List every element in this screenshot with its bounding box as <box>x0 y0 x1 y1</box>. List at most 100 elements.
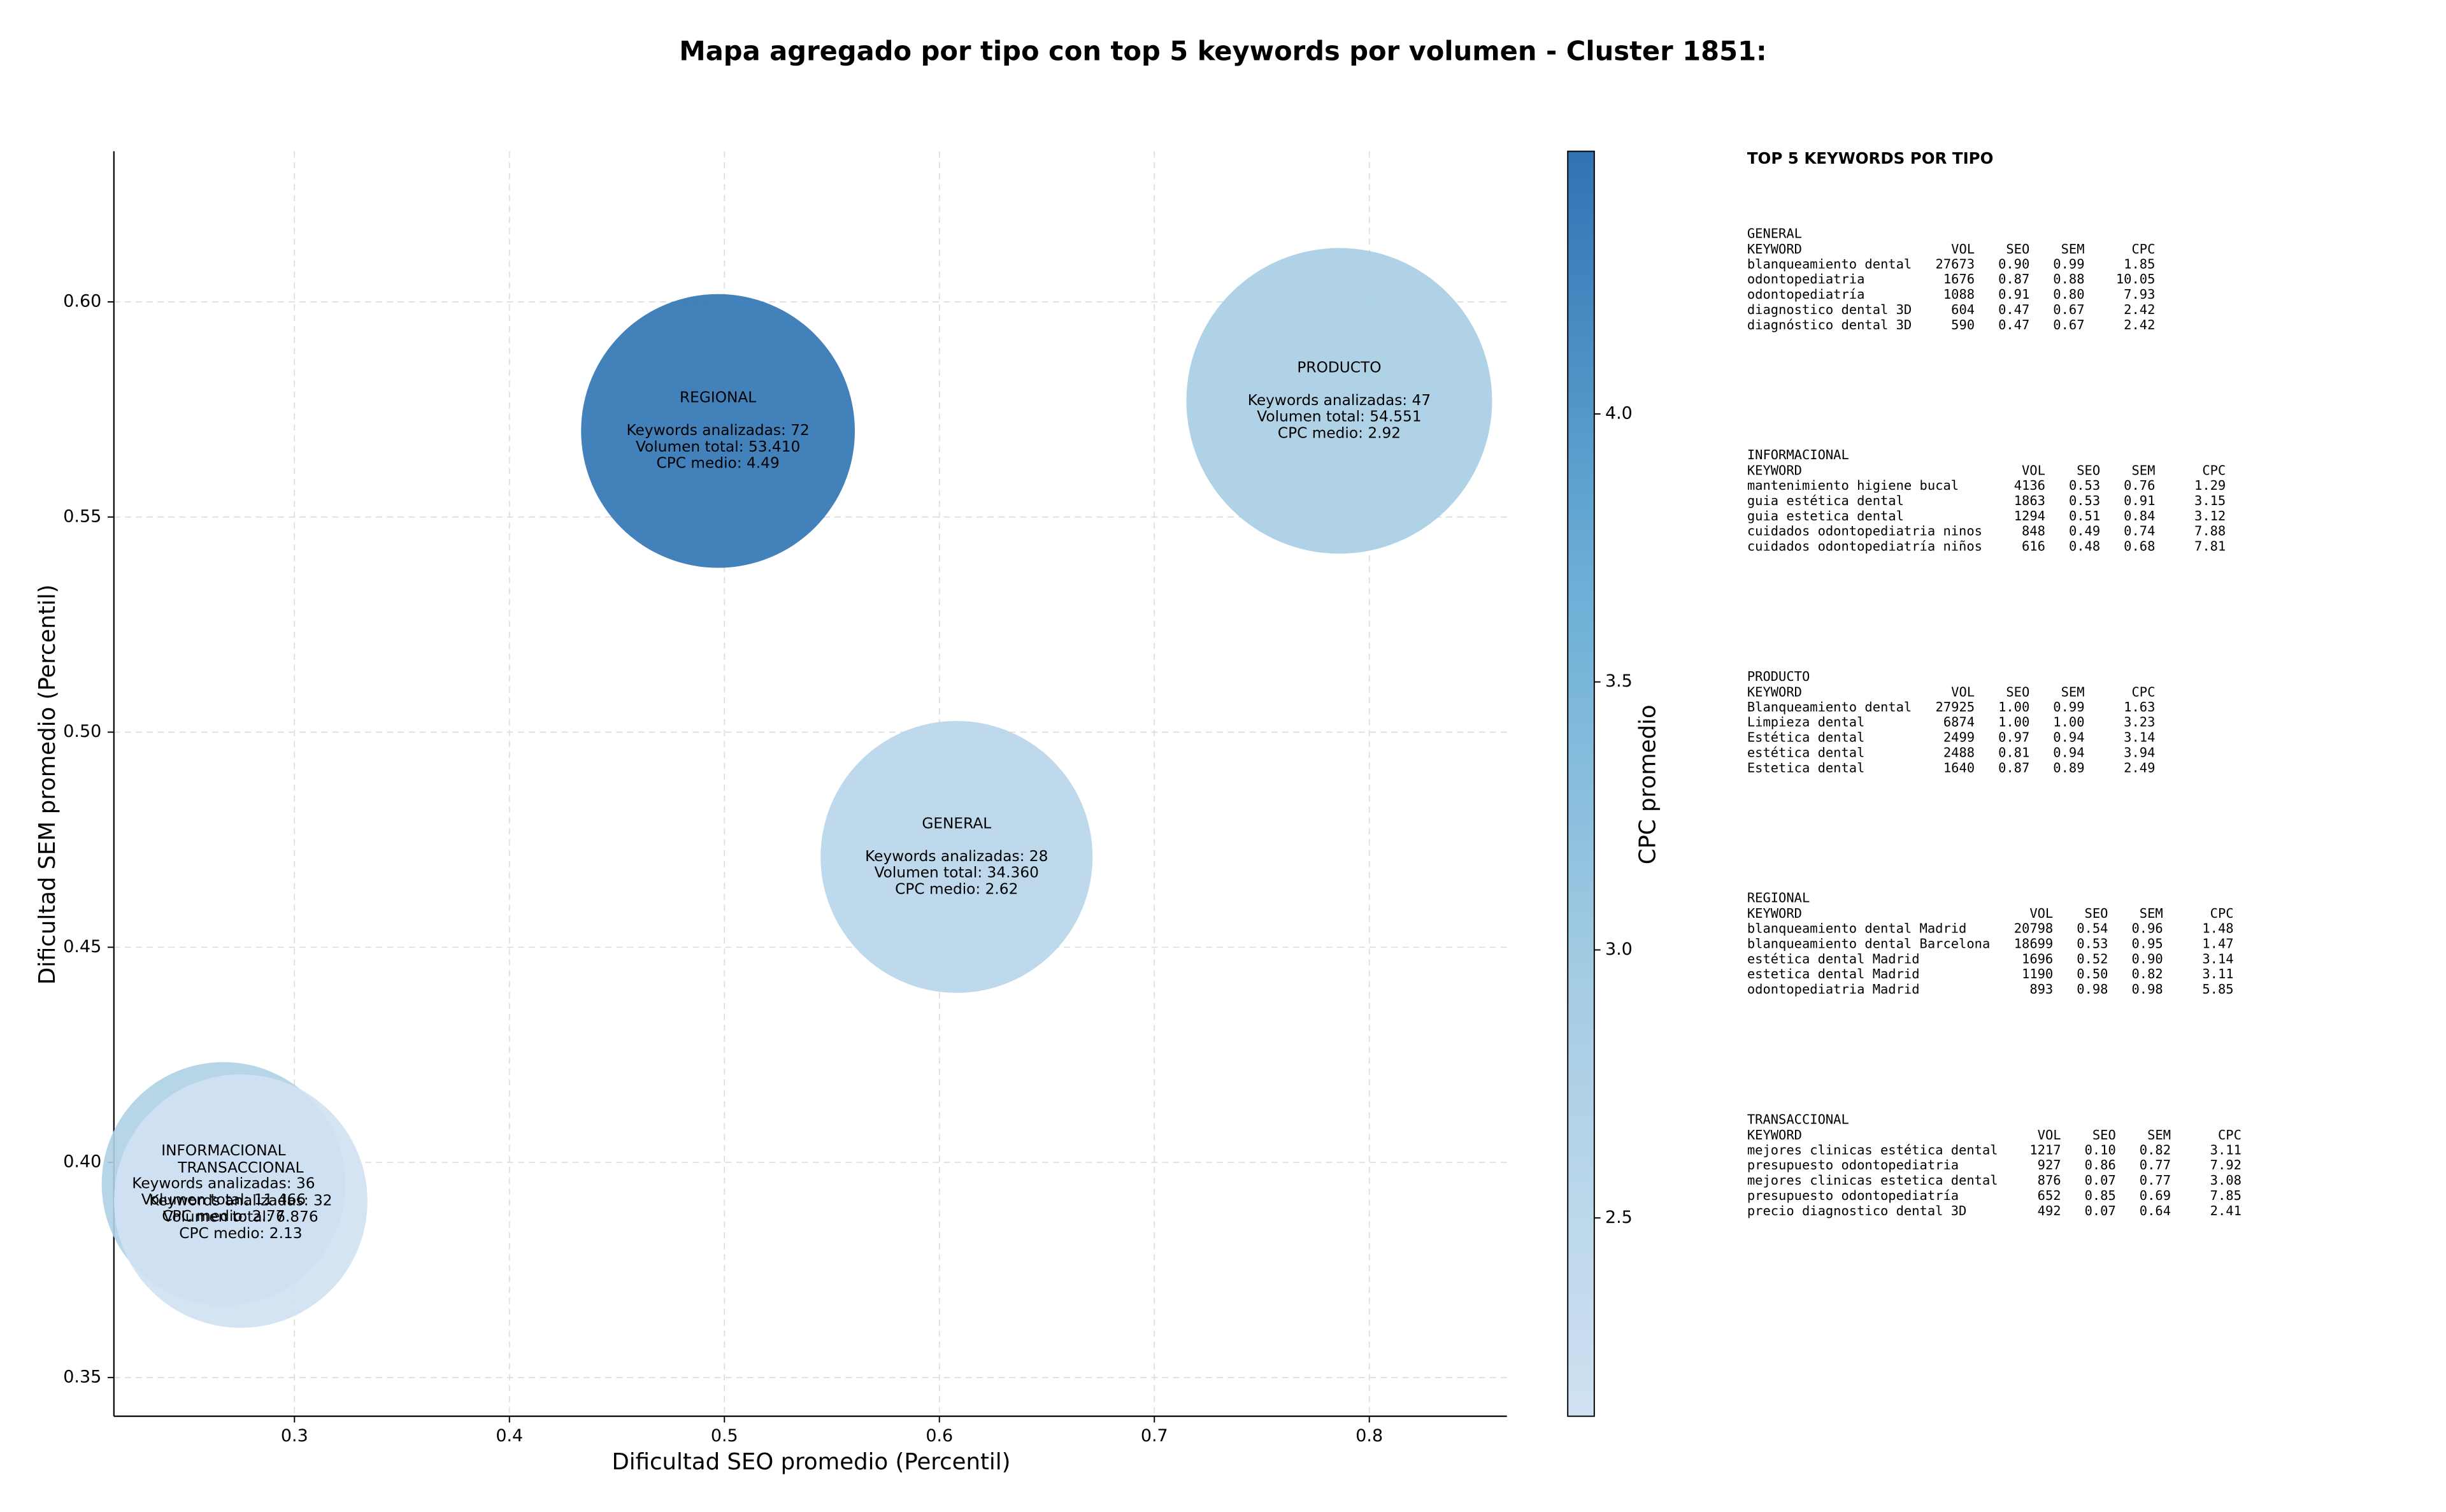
table-cell: 0.50 <box>2077 966 2108 981</box>
table-cell: 0.89 <box>2053 760 2084 775</box>
colorbar-tick-label: 3.5 <box>1605 671 1633 691</box>
table-cell: 0.91 <box>2124 493 2155 508</box>
table-cell: Estetica dental <box>1747 760 1865 775</box>
bubble-cpc: CPC medio: 2.92 <box>1278 424 1401 441</box>
column-header: SEM <box>2140 906 2163 921</box>
column-header: SEM <box>2131 463 2155 478</box>
group-name: GENERAL <box>1747 225 1802 241</box>
table-cell: 0.82 <box>2131 966 2163 981</box>
table-cell: 1676 <box>1943 271 1975 287</box>
table-cell: 0.90 <box>1998 256 2029 271</box>
y-tick-label: 0.40 <box>63 1152 101 1172</box>
table-cell: 3.94 <box>2124 745 2155 760</box>
table-cell: 1.85 <box>2124 256 2155 271</box>
table-cell: 1.29 <box>2194 478 2226 493</box>
table-cell: 1.63 <box>2124 699 2155 715</box>
table-cell: 3.11 <box>2210 1142 2242 1157</box>
table-cell: mejores clinicas estética dental <box>1747 1142 1998 1157</box>
column-header: KEYWORD <box>1747 1127 1802 1143</box>
table-cell: 0.96 <box>2131 921 2163 936</box>
column-header: VOL <box>1951 241 1975 257</box>
bubble-name: PRODUCTO <box>1297 359 1381 376</box>
table-cell: 0.81 <box>1998 745 2029 760</box>
column-header: KEYWORD <box>1747 463 1802 478</box>
table-cell: estética dental <box>1747 745 1865 760</box>
table-cell: estetica dental Madrid <box>1747 966 1920 981</box>
table-cell: 0.52 <box>2077 951 2108 966</box>
column-header: CPC <box>2210 906 2234 921</box>
table-cell: Estética dental <box>1747 730 1865 745</box>
column-header: VOL <box>2022 463 2045 478</box>
table-cell: 0.07 <box>2085 1203 2116 1218</box>
group-name: REGIONAL <box>1747 890 1810 906</box>
table-cell: odontopediatria <box>1747 271 1865 287</box>
table-cell: 1088 <box>1943 287 1975 302</box>
table-cell: 1.00 <box>1998 715 2029 730</box>
table-cell: 0.53 <box>2069 493 2100 508</box>
table-cell: 0.53 <box>2077 936 2108 951</box>
colorbar-tick-label: 4.0 <box>1605 403 1633 423</box>
table-cell: 0.67 <box>2053 317 2084 332</box>
table-cell: 0.94 <box>2053 745 2084 760</box>
bubble-keywords: Keywords analizadas: 72 <box>626 422 809 439</box>
table-cell: 2488 <box>1943 745 1975 760</box>
chart-title: Mapa agregado por tipo con top 5 keyword… <box>679 35 1766 66</box>
table-cell: 590 <box>1951 317 1975 332</box>
table-cell: 1863 <box>2014 493 2045 508</box>
table-cell: Blanqueamiento dental <box>1747 699 1912 715</box>
table-cell: 1217 <box>2029 1142 2061 1157</box>
column-header: CPC <box>2131 241 2155 257</box>
table-cell: 3.11 <box>2202 966 2233 981</box>
table-cell: presupuesto odontopediatría <box>1747 1188 1959 1203</box>
group-name: PRODUCTO <box>1747 669 1810 684</box>
table-cell: diagnostico dental 3D <box>1747 302 1912 317</box>
table-cell: 7.88 <box>2194 524 2226 539</box>
table-cell: 0.95 <box>2131 936 2163 951</box>
bubble-name: REGIONAL <box>680 389 756 406</box>
table-cell: 492 <box>2038 1203 2061 1218</box>
x-tick-label: 0.3 <box>281 1426 308 1446</box>
table-cell: 7.93 <box>2124 287 2155 302</box>
table-cell: 1.00 <box>2053 715 2084 730</box>
table-cell: 0.47 <box>1998 317 2029 332</box>
table-cell: blanqueamiento dental <box>1747 256 1912 271</box>
table-cell: 0.10 <box>2085 1142 2116 1157</box>
table-cell: 0.64 <box>2140 1203 2171 1218</box>
bubble-name: GENERAL <box>922 815 991 832</box>
bubble-volume: Volumen total: 11.466 <box>141 1191 306 1208</box>
table-cell: blanqueamiento dental Barcelona <box>1747 936 1990 951</box>
table-cell: 1.00 <box>1998 699 2029 715</box>
colorbar-tick-label: 2.5 <box>1605 1208 1633 1227</box>
table-cell: Limpieza dental <box>1747 715 1865 730</box>
table-cell: 0.87 <box>1998 760 2029 775</box>
table-cell: 0.91 <box>1998 287 2029 302</box>
table-cell: 0.68 <box>2124 539 2155 554</box>
table-cell: 0.69 <box>2140 1188 2171 1203</box>
column-header: CPC <box>2131 684 2155 699</box>
table-cell: 0.86 <box>2085 1157 2116 1173</box>
bubble-keywords: Keywords analizadas: 32 <box>149 1192 332 1209</box>
table-cell: 5.85 <box>2202 981 2233 997</box>
x-tick-label: 0.8 <box>1355 1426 1383 1446</box>
bubble-volume: Volumen total: 53.410 <box>636 438 800 455</box>
table-cell: 893 <box>2029 981 2053 997</box>
table-cell: 927 <box>2038 1157 2061 1173</box>
table-cell: 0.47 <box>1998 302 2029 317</box>
table-cell: 0.94 <box>2053 730 2084 745</box>
table-cell: 0.54 <box>2077 921 2108 936</box>
table-cell: 0.99 <box>2053 256 2084 271</box>
x-axis-label: Dificultad SEO promedio (Percentil) <box>612 1449 1010 1475</box>
column-header: VOL <box>2038 1127 2061 1143</box>
table-cell: guia estetica dental <box>1747 508 1904 524</box>
bubble-volume: Volumen total: 34.360 <box>875 864 1039 881</box>
table-cell: guia estética dental <box>1747 493 1904 508</box>
table-cell: 27673 <box>1936 256 1975 271</box>
table-cell: 2499 <box>1943 730 1975 745</box>
panel-title: TOP 5 KEYWORDS POR TIPO <box>1747 149 1994 168</box>
table-cell: 0.82 <box>2140 1142 2171 1157</box>
y-tick-label: 0.50 <box>63 722 101 741</box>
x-tick-label: 0.5 <box>711 1426 738 1446</box>
bubble-volume: Volumen total: 6.876 <box>163 1208 318 1225</box>
table-cell: 27925 <box>1936 699 1975 715</box>
column-header: SEM <box>2147 1127 2171 1143</box>
